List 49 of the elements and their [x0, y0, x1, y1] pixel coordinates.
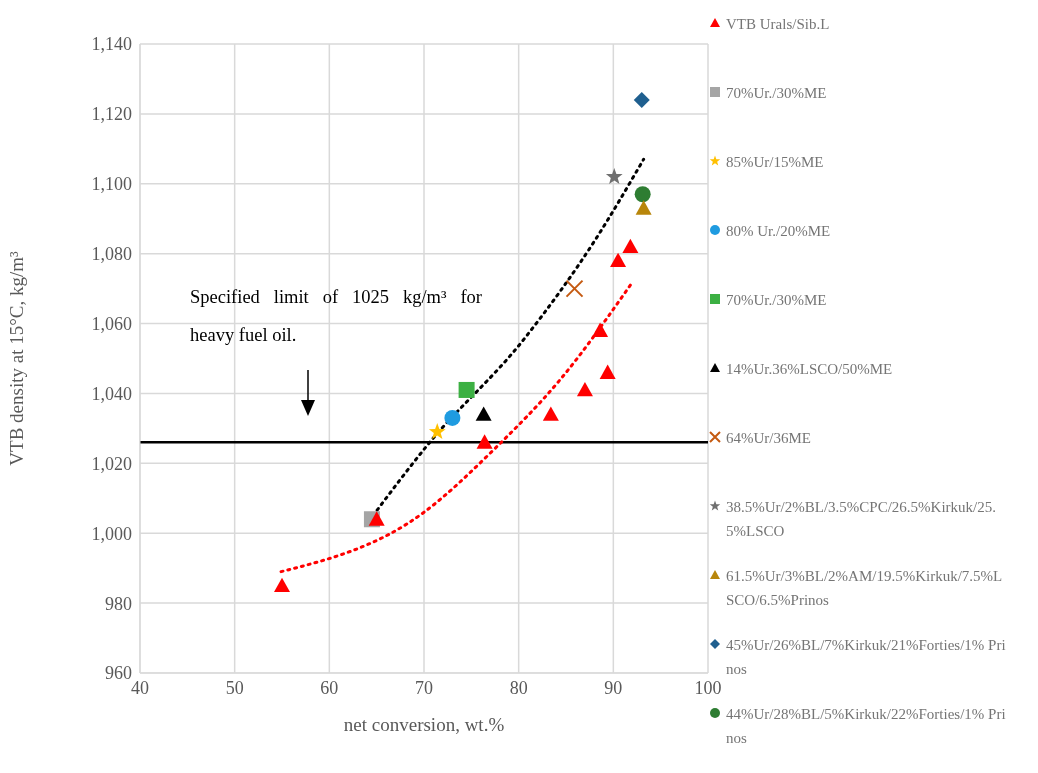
legend-label: 44%Ur/28%BL/5%Kirkuk/22%Forties/1% Prinos: [726, 705, 1007, 748]
y-tick-label: 1,080: [91, 244, 132, 265]
point: [368, 511, 385, 526]
point: [633, 91, 650, 108]
point: [475, 406, 492, 421]
point: [622, 238, 639, 254]
x-tick-label: 60: [320, 677, 339, 698]
y-tick-label: 960: [105, 663, 132, 684]
y-tick-label: 1,000: [91, 523, 132, 544]
x-tick-label: 100: [694, 677, 722, 698]
y-tick-label: 1,120: [91, 104, 132, 125]
y-tick-label: 980: [105, 593, 132, 614]
annotation: Specified limit of 1025 kg/m³ for heavy fuel oil.: [190, 286, 482, 347]
legend-label: 61.5%Ur/3%BL/2%AM/19.5%Kirkuk/7.5%LSCO/6.5%Prinos: [726, 567, 1004, 610]
x-tick-label: 50: [225, 677, 244, 698]
y-axis-title: VTB density at 15°C, kg/m³: [6, 251, 27, 466]
y-tick-label: 1,040: [91, 383, 132, 404]
y-tick-label: 1,100: [91, 174, 132, 195]
y-tick-label: 1,060: [91, 313, 132, 334]
point: [274, 577, 290, 593]
legend-label: 14%Ur.36%LSCO/50%ME: [726, 360, 893, 379]
legend-label: 70%Ur./30%ME: [726, 84, 827, 103]
legend-label: 38.5%Ur/2%BL/3.5%CPC/26.5%Kirkuk/25.5%LSCO: [726, 498, 997, 541]
point: [476, 434, 493, 449]
legend-label: 70%Ur./30%ME: [726, 291, 827, 310]
legend-label: VTB Urals/Sib.L: [726, 15, 830, 34]
x-tick-label: 80: [509, 677, 528, 698]
point: [458, 381, 475, 398]
x-tick-label: 70: [415, 677, 433, 698]
point: [635, 200, 652, 215]
point: [576, 381, 593, 397]
point: [610, 252, 627, 268]
point: [444, 409, 461, 426]
x-tick-label: 40: [131, 677, 149, 698]
legend-label: 45%Ur/26%BL/7%Kirkuk/21%Forties/1% Prinos: [726, 636, 1007, 679]
legend-label: 80% Ur./20%ME: [726, 222, 831, 241]
point: [428, 423, 446, 439]
y-tick-label: 1,140: [91, 34, 132, 55]
point: [605, 167, 623, 184]
point: [634, 186, 651, 203]
legend-label: 64%Ur/36ME: [726, 429, 811, 448]
point: [592, 322, 609, 337]
x-tick-label: 90: [604, 677, 623, 698]
x-axis-title: net conversion, wt.%: [343, 714, 505, 735]
point: [599, 364, 616, 379]
point: [565, 279, 584, 298]
point: [542, 406, 559, 421]
y-tick-label: 1,020: [91, 453, 132, 474]
legend-label: 85%Ur/15%ME: [726, 153, 824, 172]
